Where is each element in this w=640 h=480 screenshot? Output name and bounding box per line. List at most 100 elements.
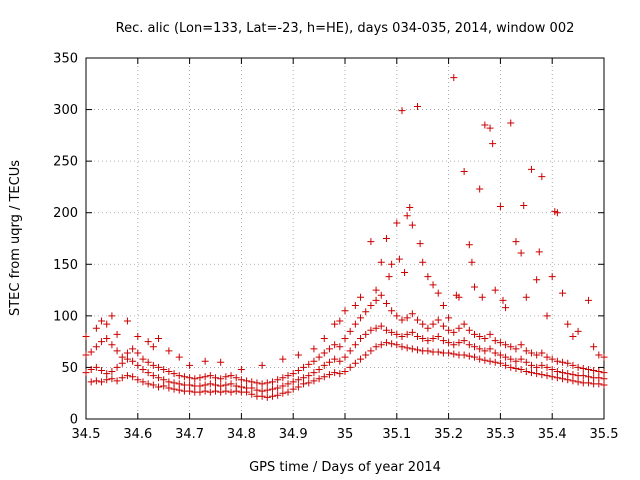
- data-point-marker: [481, 347, 489, 355]
- data-point-marker: [108, 368, 116, 376]
- data-point-marker: [419, 320, 427, 328]
- data-point-marker: [206, 380, 214, 388]
- data-point-marker: [222, 373, 230, 381]
- data-point-marker: [476, 185, 484, 193]
- data-point-marker: [595, 368, 603, 376]
- data-point-marker: [403, 330, 411, 338]
- x-tick-label: 34.5: [72, 427, 101, 442]
- data-point-marker: [232, 374, 240, 382]
- y-tick-label: 50: [61, 361, 78, 376]
- data-point-marker: [414, 316, 422, 324]
- data-point-marker: [170, 385, 178, 393]
- data-point-marker: [564, 359, 572, 367]
- grid-lines: [86, 58, 604, 419]
- data-point-marker: [92, 363, 100, 371]
- data-point-marker: [499, 296, 507, 304]
- data-point-marker: [367, 326, 375, 334]
- data-point-marker: [336, 370, 344, 378]
- data-point-marker: [460, 320, 468, 328]
- data-point-marker: [388, 307, 396, 315]
- data-point-marker: [527, 165, 535, 173]
- data-point-marker: [289, 385, 297, 393]
- data-point-marker: [320, 335, 328, 343]
- data-point-marker: [341, 353, 349, 361]
- data-point-marker: [569, 377, 577, 385]
- data-point-marker: [507, 363, 515, 371]
- data-point-marker: [414, 346, 422, 354]
- y-tick-label: 100: [53, 309, 78, 324]
- data-point-marker: [388, 340, 396, 348]
- data-point-marker: [320, 373, 328, 381]
- data-point-marker: [123, 317, 131, 325]
- data-point-marker: [82, 369, 90, 377]
- data-point-marker: [553, 357, 561, 365]
- data-point-marker: [149, 381, 157, 389]
- data-point-marker: [217, 382, 225, 390]
- data-point-marker: [460, 337, 468, 345]
- data-point-marker: [284, 380, 292, 388]
- data-point-marker: [600, 381, 608, 389]
- data-point-marker: [385, 273, 393, 281]
- data-point-marker: [548, 355, 556, 363]
- data-point-marker: [434, 332, 442, 340]
- data-point-marker: [403, 344, 411, 352]
- data-point-marker: [377, 258, 385, 266]
- data-point-marker: [258, 380, 266, 388]
- data-point-marker: [595, 374, 603, 382]
- data-point-marker: [527, 361, 535, 369]
- data-point-marker: [331, 369, 339, 377]
- data-point-marker: [175, 386, 183, 394]
- x-tick-label: 34.9: [279, 427, 308, 442]
- data-point-marker: [170, 370, 178, 378]
- data-point-marker: [486, 330, 494, 338]
- data-point-marker: [574, 327, 582, 335]
- data-point-marker: [331, 341, 339, 349]
- data-point-marker: [149, 372, 157, 380]
- data-point-marker: [341, 307, 349, 315]
- data-point-marker: [559, 289, 567, 297]
- data-point-marker: [414, 102, 422, 110]
- data-point-marker: [460, 167, 468, 175]
- data-point-marker: [341, 368, 349, 376]
- x-tick-label: 35.2: [434, 427, 463, 442]
- x-tick-label: 34.6: [123, 427, 152, 442]
- data-point-marker: [222, 381, 230, 389]
- data-point-marker: [98, 338, 106, 346]
- data-point-marker: [450, 350, 458, 358]
- data-point-marker: [445, 349, 453, 357]
- data-point-marker: [455, 324, 463, 332]
- data-point-marker: [87, 378, 95, 386]
- data-point-marker: [564, 320, 572, 328]
- data-point-marker: [258, 361, 266, 369]
- data-point-marker: [206, 388, 214, 396]
- data-point-marker: [527, 369, 535, 377]
- data-point-marker: [377, 341, 385, 349]
- data-point-marker: [160, 382, 168, 390]
- data-point-marker: [279, 374, 287, 382]
- data-point-marker: [123, 355, 131, 363]
- data-point-marker: [108, 312, 116, 320]
- data-point-marker: [579, 364, 587, 372]
- data-point-marker: [538, 173, 546, 181]
- data-point-marker: [289, 370, 297, 378]
- data-point-marker: [445, 314, 453, 322]
- data-point-marker: [419, 335, 427, 343]
- data-point-marker: [522, 358, 530, 366]
- data-point-marker: [149, 361, 157, 369]
- data-point-marker: [382, 339, 390, 347]
- data-point-marker: [362, 330, 370, 338]
- data-point-marker: [346, 363, 354, 371]
- data-point-marker: [486, 345, 494, 353]
- data-point-marker: [388, 260, 396, 268]
- data-point-marker: [294, 376, 302, 384]
- data-point-marker: [424, 273, 432, 281]
- data-point-marker: [186, 361, 194, 369]
- data-point-marker: [600, 353, 608, 361]
- data-point-marker: [471, 353, 478, 361]
- data-point-marker: [533, 370, 541, 378]
- data-point-marker: [300, 363, 308, 371]
- data-point-marker: [465, 326, 473, 334]
- data-point-marker: [538, 371, 546, 379]
- data-point-marker: [403, 212, 411, 220]
- data-point-marker: [481, 335, 489, 343]
